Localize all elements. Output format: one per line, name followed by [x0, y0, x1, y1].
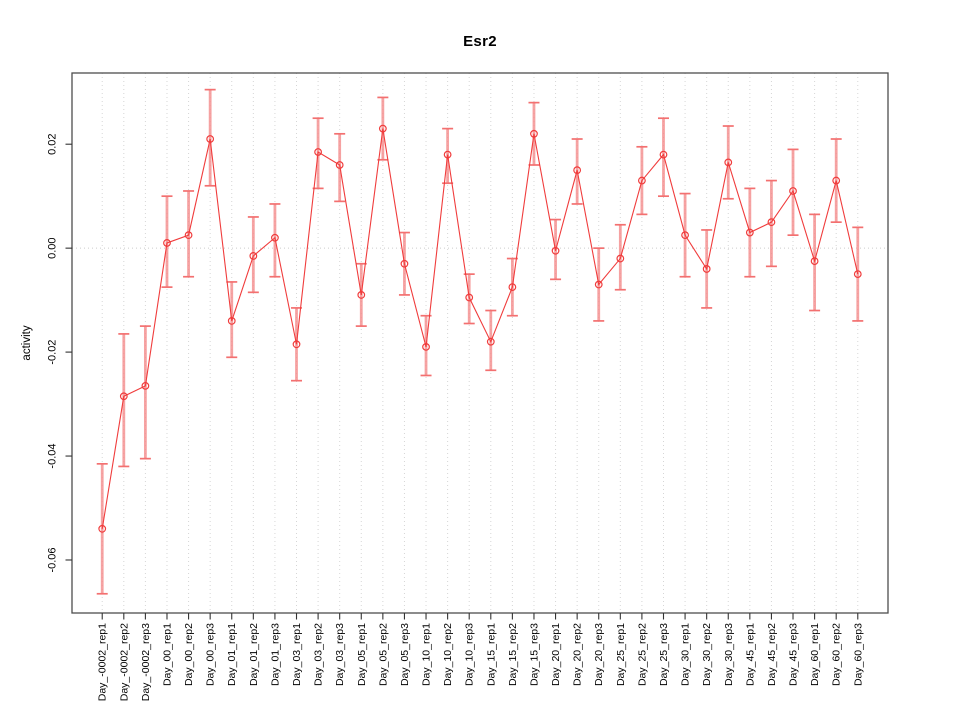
- data-point: [119, 392, 128, 401]
- x-tick-label: Day_10_rep1: [421, 623, 433, 686]
- data-point: [594, 280, 603, 289]
- x-tick-label: Day_01_rep1: [226, 623, 238, 686]
- y-tick-label: 0.02: [47, 133, 59, 154]
- data-point: [163, 239, 171, 247]
- data-point: [206, 135, 215, 143]
- data-point: [400, 259, 409, 268]
- x-tick-label: Day_15_rep3: [528, 623, 540, 686]
- x-tick-label: Day_25_rep3: [658, 623, 670, 686]
- y-tick-label: -0.02: [47, 340, 59, 365]
- x-tick-label: Day_05_rep3: [399, 623, 411, 686]
- x-tick-label: Day_00_rep2: [183, 623, 195, 686]
- data-point: [573, 166, 582, 175]
- data-point: [378, 124, 387, 133]
- data-point: [465, 293, 474, 302]
- x-tick-label: Day_15_rep1: [485, 623, 497, 686]
- x-tick-label: Day_15_rep2: [507, 623, 519, 686]
- data-point: [335, 161, 344, 169]
- x-tick-label: Day_10_rep2: [442, 623, 454, 686]
- x-tick-label: Day_01_rep2: [248, 623, 260, 686]
- x-tick-label: Day_00_rep3: [205, 623, 217, 686]
- x-tick-label: Day_45_rep3: [788, 623, 800, 686]
- series-line: [101, 128, 859, 529]
- data-point: [184, 231, 193, 240]
- x-tick-label: Day_-0002_rep1: [97, 623, 109, 701]
- data-point: [98, 524, 107, 533]
- data-point: [789, 187, 797, 195]
- x-tick-label: Day_60_rep1: [809, 623, 821, 686]
- plot-border: [71, 72, 889, 614]
- data-point: [659, 150, 668, 159]
- data-point: [486, 337, 495, 346]
- data-point: [810, 257, 819, 266]
- x-tick-label: Day_60_rep2: [831, 623, 843, 686]
- x-tick-label: Day_20_rep1: [550, 623, 562, 686]
- x-tick-label: Day_30_rep3: [723, 623, 735, 686]
- x-tick-label: Day_05_rep2: [377, 623, 389, 686]
- data-point: [551, 246, 560, 255]
- x-tick-label: Day_01_rep3: [269, 623, 281, 686]
- data-point: [702, 265, 711, 273]
- x-tick-label: Day_20_rep3: [593, 623, 605, 686]
- y-tick-label: -0.04: [47, 444, 59, 469]
- data-point: [227, 317, 236, 325]
- x-tick-label: Day_30_rep2: [701, 623, 713, 686]
- data-point: [314, 148, 322, 156]
- y-tick-label: -0.06: [47, 547, 59, 572]
- data-point: [853, 270, 862, 279]
- x-tick-label: Day_20_rep2: [572, 623, 584, 686]
- data-point: [271, 233, 279, 242]
- x-tick-label: Day_03_rep1: [291, 623, 303, 686]
- x-tick-label: Day_60_rep3: [852, 623, 864, 686]
- x-tick-label: Day_03_rep2: [313, 623, 325, 686]
- data-point: [357, 291, 366, 299]
- data-point: [832, 176, 841, 185]
- data-point: [530, 129, 538, 138]
- data-point: [292, 340, 301, 349]
- data-point: [767, 218, 776, 227]
- x-tick-label: Day_03_rep3: [334, 623, 346, 686]
- data-point: [724, 158, 733, 167]
- chart-title: Esr2: [463, 33, 497, 50]
- data-point: [141, 381, 150, 390]
- x-tick-label: Day_25_rep2: [636, 623, 648, 686]
- data-point: [745, 228, 754, 237]
- x-tick-label: Day_10_rep3: [464, 623, 476, 686]
- x-tick-label: Day_45_rep2: [766, 623, 778, 686]
- x-tick-label: Day_-0002_rep3: [140, 623, 152, 701]
- data-point: [249, 252, 258, 260]
- x-tick-label: Day_05_rep1: [356, 623, 368, 686]
- x-tick-label: Day_25_rep1: [615, 623, 627, 686]
- x-tick-label: Day_45_rep1: [744, 623, 756, 686]
- data-point: [616, 254, 625, 263]
- y-tick-label: 0.00: [47, 237, 59, 258]
- x-tick-label: Day_-0002_rep2: [118, 623, 130, 701]
- data-point: [508, 283, 517, 292]
- x-tick-label: Day_00_rep1: [161, 623, 173, 686]
- data-point: [422, 342, 430, 351]
- data-point: [638, 176, 646, 185]
- data-point: [443, 150, 452, 159]
- x-tick-label: Day_30_rep1: [680, 623, 692, 686]
- data-point: [681, 231, 689, 240]
